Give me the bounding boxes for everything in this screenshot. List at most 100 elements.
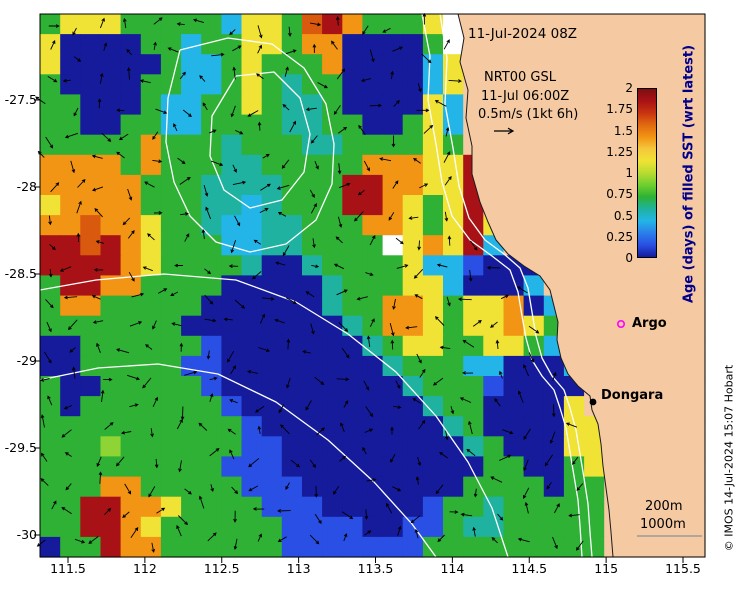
raster-cell <box>221 416 243 437</box>
current-arrow <box>472 526 476 537</box>
current-arrow <box>470 240 478 251</box>
raster-cell <box>402 496 424 518</box>
x-tick-label: 111.5 <box>50 561 86 576</box>
raster-cell <box>322 436 343 457</box>
current-arrow <box>142 266 153 272</box>
raster-cell <box>322 396 343 417</box>
current-arrow <box>565 422 578 428</box>
raster-cell <box>503 516 525 538</box>
current-arrow <box>198 422 208 431</box>
raster-cell <box>443 456 464 478</box>
raster-cell <box>181 174 202 196</box>
current-arrow <box>285 297 297 304</box>
current-arrow <box>369 234 376 246</box>
current-arrow <box>499 454 512 461</box>
current-arrow <box>122 217 131 226</box>
raster-cell <box>60 436 81 457</box>
raster-cell <box>402 94 424 116</box>
current-arrow <box>466 448 476 457</box>
current-arrow <box>262 153 270 159</box>
current-arrow <box>128 271 135 282</box>
raster-cell <box>483 536 505 558</box>
raster-cell <box>60 94 81 116</box>
raster-cell <box>60 275 81 297</box>
raster-cell <box>60 255 81 276</box>
current-arrow <box>260 183 271 191</box>
raster-cell <box>422 54 444 75</box>
current-arrow <box>177 515 189 526</box>
current-arrow <box>64 132 79 139</box>
raster-cell <box>503 315 525 337</box>
raster-cell <box>261 54 283 75</box>
current-arrow <box>62 78 71 83</box>
raster-cell <box>60 456 81 478</box>
raster-cell <box>100 436 122 457</box>
raster-cell <box>221 174 243 196</box>
raster-cell <box>322 376 343 397</box>
current-arrow <box>546 482 552 490</box>
raster-cell <box>422 215 444 236</box>
raster-cell <box>443 195 464 216</box>
current-arrow <box>50 40 56 50</box>
raster-cell <box>160 154 182 176</box>
current-arrow <box>48 24 60 28</box>
current-arrow <box>277 536 287 542</box>
raster-cell <box>160 134 182 156</box>
x-tick-label: 115.5 <box>665 561 701 576</box>
raster-cell <box>584 516 605 538</box>
raster-cell <box>503 376 525 397</box>
current-arrow <box>491 537 498 544</box>
raster-cell <box>80 496 102 518</box>
raster-cell <box>241 476 263 498</box>
raster-cell <box>463 195 484 216</box>
raster-cell <box>302 195 323 216</box>
current-arrow <box>395 380 401 389</box>
current-arrow <box>177 157 186 165</box>
raster-cell <box>201 215 222 236</box>
raster-cell <box>221 456 243 478</box>
raster-cell <box>322 456 343 478</box>
current-arrow <box>552 371 557 381</box>
current-arrow <box>314 376 325 386</box>
raster-cell <box>443 396 464 417</box>
raster-cell <box>140 295 162 317</box>
raster-cell <box>140 496 162 518</box>
current-arrow <box>277 211 287 217</box>
dongara-marker-icon <box>589 398 597 406</box>
raster-cell <box>563 536 585 558</box>
raster-cell <box>382 14 404 35</box>
raster-cell <box>322 54 343 75</box>
raster-cell <box>302 14 323 35</box>
current-arrow <box>393 405 402 409</box>
raster-cell <box>362 255 384 276</box>
raster-cell <box>221 335 243 357</box>
current-arrow <box>312 238 316 249</box>
current-arrow <box>205 206 212 220</box>
argo-marker-icon <box>616 319 625 328</box>
current-arrow <box>142 377 152 389</box>
raster-cell <box>543 436 565 457</box>
raster-cell <box>40 195 61 216</box>
raster-cell <box>40 396 61 417</box>
y-tick-label: -29.5 <box>4 440 37 455</box>
raster-cell <box>181 54 202 75</box>
current-arrow <box>396 264 409 269</box>
current-arrow <box>288 26 292 37</box>
raster-cell <box>80 516 102 538</box>
current-arrow <box>130 527 139 539</box>
raster-cell <box>241 114 263 136</box>
current-arrow <box>73 56 82 62</box>
current-arrow <box>104 507 112 515</box>
raster-cell <box>60 54 81 75</box>
coastline <box>457 13 614 558</box>
raster-cell <box>302 396 323 417</box>
current-arrow <box>281 159 290 169</box>
raster-cell <box>140 516 162 538</box>
raster-cell <box>120 235 142 256</box>
raster-cell <box>40 416 61 437</box>
current-arrow <box>103 377 113 382</box>
raster-cell <box>60 536 81 558</box>
raster-cell <box>342 436 364 457</box>
current-arrow <box>392 180 399 189</box>
